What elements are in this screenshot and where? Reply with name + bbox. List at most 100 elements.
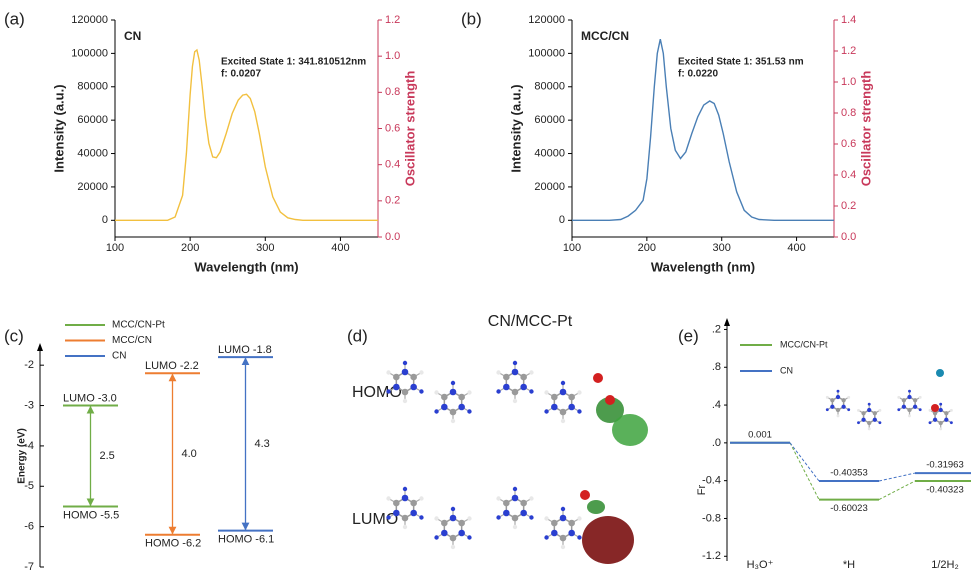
y2-tick-label: 0.8: [385, 86, 400, 98]
x-tick-label: 300: [713, 242, 731, 254]
figure: (a) (b) (c) (d) (e) CN/MCC-Pt HOMO LUMO …: [0, 0, 971, 574]
atom: [580, 490, 590, 500]
atom: [529, 389, 533, 393]
atom: [410, 510, 417, 517]
atom: [529, 496, 533, 500]
atom: [434, 409, 438, 413]
atom: [393, 384, 400, 391]
atom: [913, 398, 917, 402]
x-axis-label: Wavelength (nm): [651, 259, 755, 274]
y-tick-label: 20000: [534, 181, 565, 193]
level-label: LUMO -1.8: [218, 344, 272, 356]
chart-title: CN: [124, 29, 141, 43]
atom: [826, 396, 829, 399]
atom: [560, 515, 567, 522]
atom: [568, 404, 575, 411]
legend-label: MCC/CN-Pt: [780, 339, 828, 349]
atom: [512, 389, 519, 396]
atom: [410, 374, 417, 381]
atom: [520, 374, 527, 381]
legend-label: MCC/CN: [112, 335, 152, 346]
atom: [577, 535, 581, 539]
atom: [403, 361, 407, 365]
orbital-lobe: [587, 500, 605, 514]
annotation: f: 0.0207: [221, 69, 261, 80]
atom: [836, 395, 840, 399]
axis-arrow: [37, 343, 43, 351]
y-tick-label: 20000: [77, 181, 108, 193]
atom: [513, 399, 517, 403]
atom: [467, 535, 471, 539]
y-tick-label: 60000: [77, 114, 108, 126]
atom: [386, 389, 390, 393]
x-tick-label: *H: [843, 559, 855, 571]
atom: [837, 414, 840, 417]
y2-tick-label: 1.0: [385, 50, 400, 62]
atom: [403, 487, 407, 491]
atom: [837, 390, 840, 393]
atom: [419, 496, 423, 500]
y-tick-label: 40000: [77, 147, 108, 159]
y-tick-label: 120000: [528, 14, 565, 26]
panel-label: (c): [4, 326, 24, 345]
atom: [512, 515, 519, 522]
atom: [451, 507, 455, 511]
y-axis-label: Fr: [696, 484, 708, 495]
atom: [857, 421, 860, 424]
gap-label: 4.0: [182, 448, 197, 460]
atom: [902, 398, 906, 402]
atom: [496, 370, 500, 374]
y-tick-label: .8: [712, 361, 721, 373]
atom: [544, 516, 548, 520]
atom: [857, 409, 860, 412]
atom: [450, 409, 457, 416]
connector: [879, 481, 915, 500]
atom: [931, 404, 939, 412]
y2-tick-label: 0.0: [841, 231, 856, 243]
level-label: LUMO -3.0: [63, 392, 117, 404]
atom: [861, 411, 865, 415]
atom: [503, 384, 510, 391]
atom: [513, 487, 517, 491]
atom: [467, 390, 471, 394]
atom: [551, 394, 558, 401]
atom: [434, 535, 438, 539]
atom: [919, 396, 922, 399]
atom: [386, 496, 390, 500]
atom: [402, 515, 409, 522]
atom: [593, 373, 603, 383]
atom: [867, 408, 871, 412]
atom: [936, 369, 944, 377]
y2-tick-label: 0.4: [385, 159, 400, 171]
atom: [393, 510, 400, 517]
level-label: HOMO -6.2: [145, 538, 201, 550]
atom: [503, 500, 510, 507]
atom: [450, 389, 457, 396]
y2-tick-label: 1.4: [841, 14, 856, 26]
y2-tick-label: 0.0: [385, 231, 400, 243]
chart-title: MCC/CN: [581, 29, 629, 43]
atom: [458, 394, 465, 401]
atom: [561, 545, 565, 549]
atom: [939, 421, 943, 425]
legend-label: CN: [780, 365, 793, 375]
atom: [897, 396, 900, 399]
annotation: f: 0.0220: [678, 69, 718, 80]
atom: [929, 409, 932, 412]
y-axis-label: Energy (eV): [17, 428, 28, 484]
y-tick-label: -7: [24, 561, 34, 573]
atom: [551, 520, 558, 527]
connector: [790, 443, 819, 500]
y2-axis-label: Oscillator strength: [402, 71, 417, 187]
x-axis-label: Wavelength (nm): [194, 259, 298, 274]
y2-tick-label: 0.8: [841, 107, 856, 119]
atom: [503, 510, 510, 517]
y-tick-label: .2: [712, 323, 721, 335]
atom: [561, 381, 565, 385]
atom: [561, 507, 565, 511]
atom: [451, 545, 455, 549]
atom: [605, 395, 615, 405]
atom: [450, 535, 457, 542]
connector: [790, 443, 819, 481]
y-tick-label: -3: [24, 399, 34, 411]
